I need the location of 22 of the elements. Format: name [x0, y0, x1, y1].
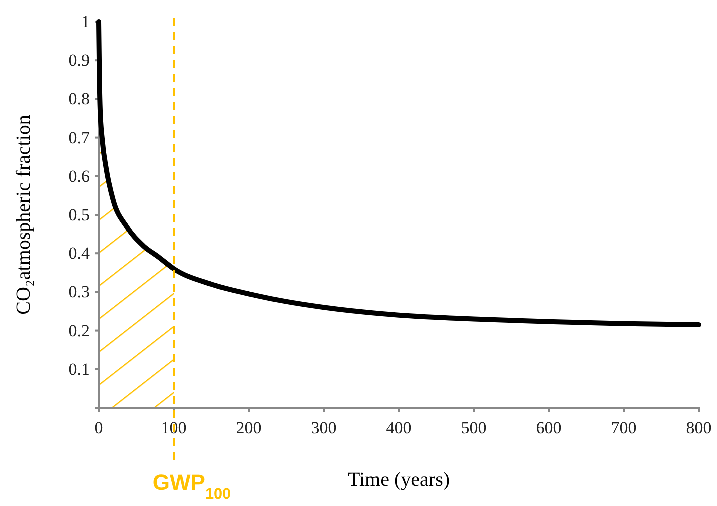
- y-tick-label: 0.1: [68, 360, 90, 379]
- x-axis-title: Time (years): [348, 469, 450, 491]
- x-tick-label: 400: [386, 418, 412, 438]
- y-tick-label: 0.9: [68, 51, 90, 70]
- y-axis-title: CO₂atmospheric fraction: [13, 115, 35, 315]
- x-tick-label: 800: [686, 418, 712, 438]
- y-tick-label: 0.5: [68, 205, 90, 224]
- y-tick-label: 0.2: [68, 321, 90, 340]
- x-tick-label: 500: [461, 418, 487, 438]
- x-tick-label: 0: [94, 418, 104, 438]
- ref-line-label: GWP$_{100}$: [152, 470, 232, 502]
- x-tick-label: 300: [311, 418, 337, 438]
- y-tick-label: 0.8: [68, 90, 90, 109]
- x-tick-label: 700: [611, 418, 637, 438]
- x-tick-label: 100: [161, 418, 187, 438]
- y-tick-label: 0.4: [68, 244, 90, 264]
- x-tick-label: 200: [236, 418, 262, 438]
- y-tick-label: 0.7: [68, 128, 90, 148]
- x-tick-label: 600: [536, 418, 562, 438]
- y-tick-label: 0.6: [68, 166, 90, 186]
- y-tick-label: 0.3: [68, 282, 90, 302]
- y-tick-label: 1: [82, 12, 90, 32]
